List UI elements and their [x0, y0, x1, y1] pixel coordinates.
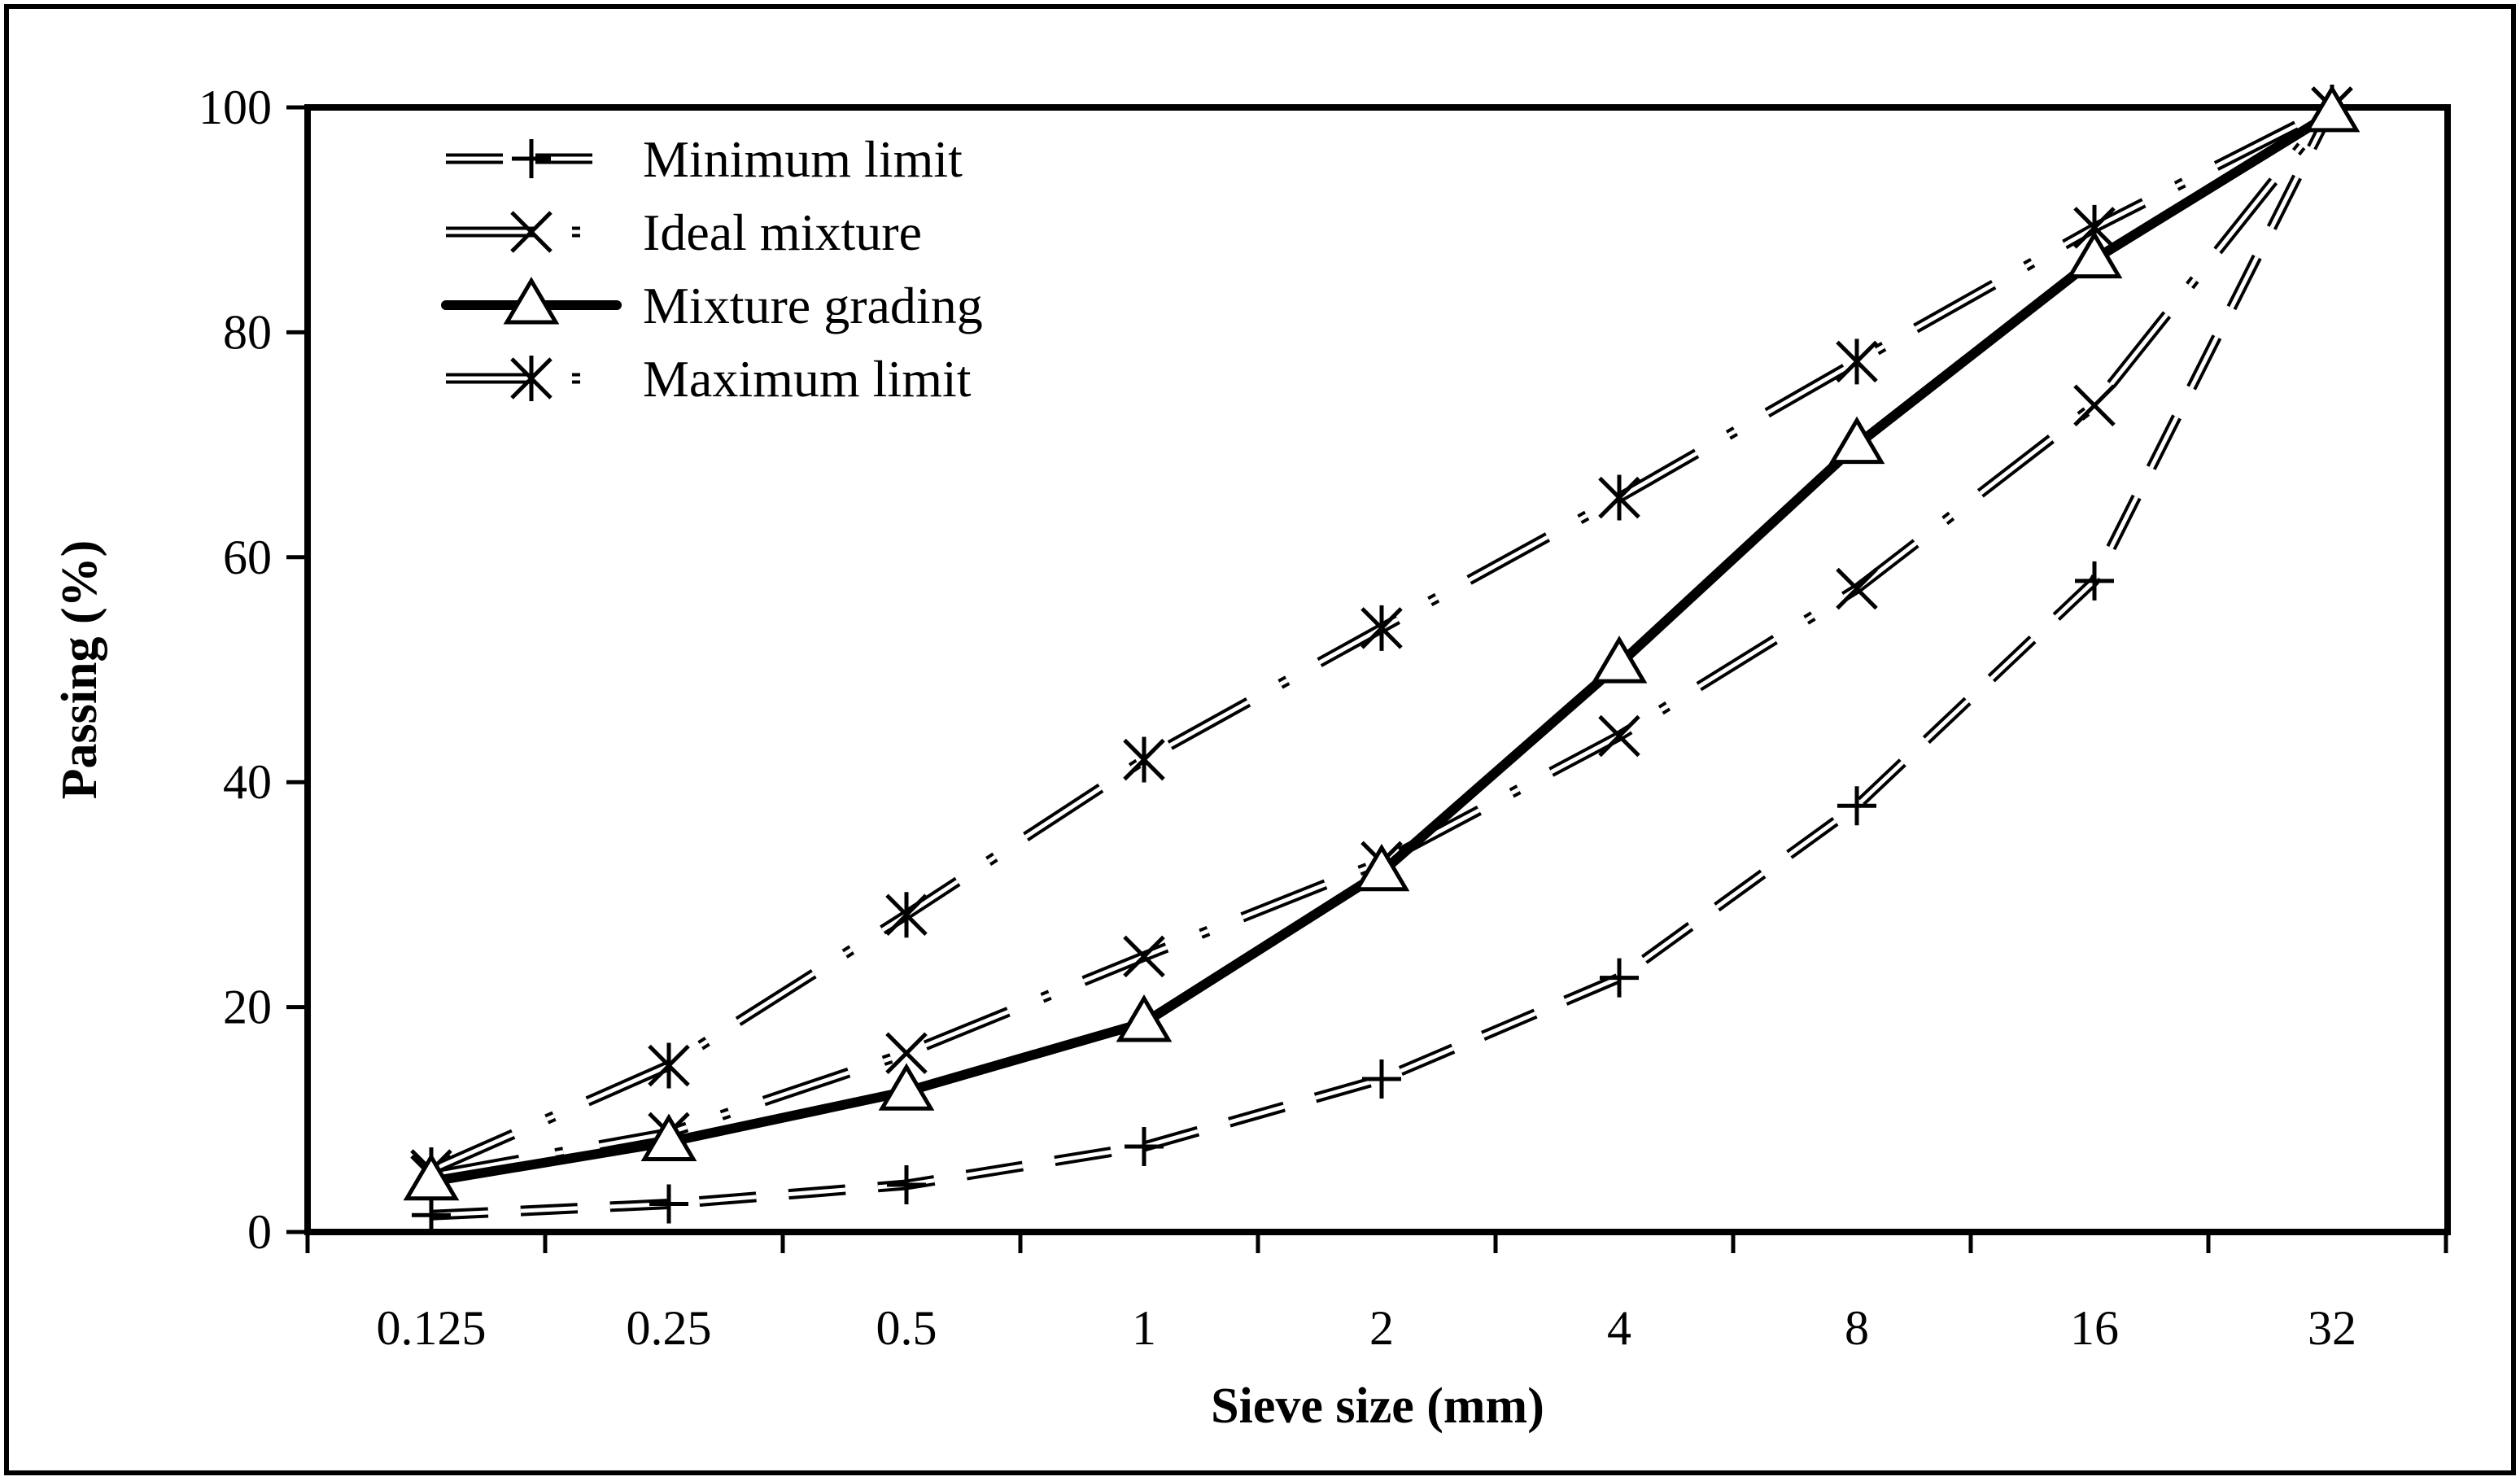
marker-tri	[1116, 994, 1173, 1042]
data-point-ideal-mixture-1	[1123, 935, 1165, 978]
data-point-mixture-grading-0.125	[403, 1152, 460, 1201]
y-tick-label: 0	[247, 1205, 272, 1259]
x-tick-label: 0.5	[876, 1301, 937, 1355]
x-tick-label: 2	[1369, 1301, 1394, 1355]
data-point-minimum-limit-8	[1837, 786, 1876, 826]
data-point-mixture-grading-2	[1353, 843, 1410, 892]
legend-item-ideal-mixture: Ideal mixture	[446, 203, 922, 261]
x-tick-label: 0.25	[627, 1301, 712, 1355]
data-point-mixture-grading-0.25	[640, 1113, 697, 1161]
y-tick-label: 20	[223, 981, 272, 1034]
legend-item-mixture-grading: Mixture grading	[441, 277, 983, 334]
legend: Minimum limit Ideal mixture Mixture gradin…	[441, 130, 983, 408]
data-point-maximum-limit-8	[1836, 339, 1878, 385]
data-point-mixture-grading-1	[1116, 994, 1173, 1042]
data-point-maximum-limit-0.5	[885, 892, 928, 938]
x-tick-label: 16	[2070, 1301, 2119, 1355]
x-tick-label: 1	[1132, 1301, 1156, 1355]
marker-tri	[1591, 636, 1648, 684]
data-point-minimum-limit-1	[1125, 1126, 1164, 1166]
x-axis-ticks: 0.125 0.25 0.5 1 2 4 8 16 32	[305, 1232, 2448, 1355]
legend-item-minimum-limit: Minimum limit	[446, 130, 963, 188]
data-point-minimum-limit-0.5	[887, 1164, 926, 1204]
marker-tri	[2304, 84, 2361, 133]
data-point-mixture-grading-0.5	[878, 1063, 935, 1111]
data-point-minimum-limit-16	[2075, 561, 2114, 601]
x-tick-label: 8	[1845, 1301, 1869, 1355]
data-point-ideal-mixture-16	[2073, 384, 2116, 426]
marker-tri	[1353, 843, 1410, 892]
x-tick-label: 0.125	[377, 1301, 487, 1355]
data-point-maximum-limit-0.25	[648, 1042, 690, 1089]
legend-item-maximum-limit: Maximum limit	[446, 350, 972, 408]
marker-d2	[1123, 935, 1165, 978]
data-point-minimum-limit-0.125	[412, 1195, 451, 1235]
marker-tri	[1828, 416, 1885, 465]
data-point-ideal-mixture-8	[1836, 567, 1878, 610]
marker-d2	[1598, 714, 1640, 758]
marker-tri	[503, 277, 560, 325]
data-point-maximum-limit-2	[1360, 605, 1403, 651]
x-tick-label: 32	[2308, 1301, 2356, 1355]
legend-label-mixture-grading: Mixture grading	[643, 277, 983, 334]
marker-d2	[2073, 384, 2116, 426]
data-point-minimum-limit-0.25	[649, 1184, 688, 1224]
series-layer	[403, 84, 2361, 1235]
legend-label-maximum-limit: Maximum limit	[643, 350, 972, 408]
x-tick-label: 4	[1607, 1301, 1631, 1355]
data-point-maximum-limit-1	[1123, 736, 1165, 783]
x-axis-title: Sieve size (mm)	[1211, 1378, 1544, 1434]
legend-label-ideal-mixture: Ideal mixture	[643, 203, 922, 261]
series-line-core	[430, 106, 2334, 1178]
data-point-mixture-grading-8	[1828, 416, 1885, 465]
y-axis-title: Passing (%)	[52, 540, 107, 800]
legend-marker-minimum-limit	[512, 139, 551, 178]
data-point-mixture-grading-4	[1591, 636, 1648, 684]
plot-area	[304, 104, 2451, 1235]
marker-tri	[2066, 230, 2123, 279]
marker-tri	[878, 1063, 935, 1111]
series-line-ideal-mixture	[430, 103, 2337, 1182]
data-point-ideal-mixture-4	[1598, 714, 1640, 758]
y-tick-label: 80	[223, 305, 272, 359]
legend-marker-maximum-limit	[510, 356, 552, 401]
marker-d2	[885, 1032, 928, 1075]
legend-marker-mixture-grading	[503, 277, 560, 325]
y-tick-label: 100	[199, 81, 272, 134]
legend-marker-ideal-mixture	[510, 211, 552, 253]
series-line-core	[430, 106, 2334, 1217]
y-tick-label: 40	[223, 755, 272, 809]
series-mixture-grading	[403, 84, 2361, 1201]
marker-d2	[1836, 567, 1878, 610]
y-axis-ticks: 0 20 40 60 80 100	[199, 81, 308, 1259]
marker-d2	[510, 211, 552, 253]
marker-tri	[640, 1113, 697, 1161]
legend-label-minimum-limit: Minimum limit	[643, 130, 963, 188]
data-point-minimum-limit-2	[1362, 1059, 1401, 1099]
data-point-minimum-limit-4	[1600, 958, 1639, 998]
y-tick-label: 60	[223, 531, 272, 584]
data-point-mixture-grading-16	[2066, 230, 2123, 279]
data-point-maximum-limit-4	[1598, 474, 1640, 521]
series-line-minimum-limit	[430, 105, 2337, 1221]
data-point-mixture-grading-32	[2304, 84, 2361, 133]
data-point-ideal-mixture-0.5	[885, 1032, 928, 1075]
marker-tri	[403, 1152, 460, 1201]
